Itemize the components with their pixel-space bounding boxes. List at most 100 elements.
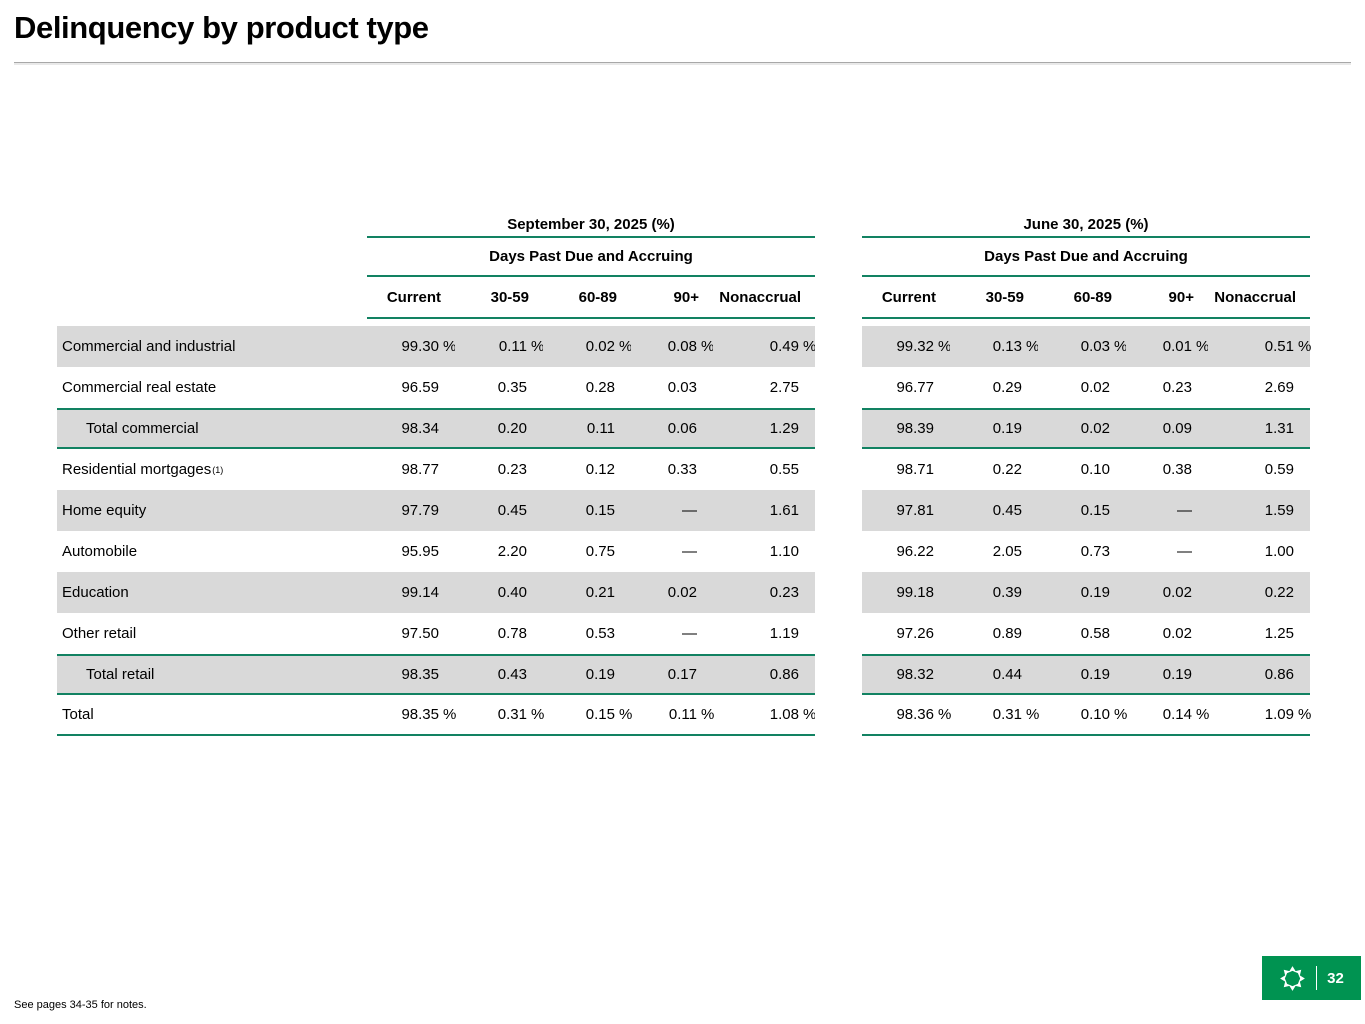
value-cell: 96.59 bbox=[401, 379, 439, 396]
value-cell: — bbox=[682, 543, 697, 560]
value-cell: 1.31 bbox=[1208, 408, 1310, 449]
value-cell: 0.11% bbox=[631, 695, 714, 736]
table-row: Residential mortgages (1) 98.77 0.23 0.12 0.3… bbox=[57, 449, 1310, 490]
period-label: September 30, 2025 (%) bbox=[507, 215, 675, 233]
value-cell: 0.31% bbox=[950, 695, 1039, 736]
value-cell: 99.18 bbox=[862, 572, 950, 613]
value-cell: 1.29 bbox=[713, 408, 815, 449]
value-cell: 2.05 bbox=[992, 543, 1022, 560]
badge-divider bbox=[1316, 966, 1318, 990]
subtitle-label: Days Past Due and Accruing bbox=[489, 248, 693, 265]
value-cell: 0.02 bbox=[1080, 379, 1110, 396]
value-cell: 2.20 bbox=[497, 543, 527, 560]
value-cell: 0.15 bbox=[1038, 490, 1126, 531]
column-header-30-59: 30-59 bbox=[985, 288, 1024, 306]
row-label: Total commercial bbox=[57, 408, 367, 449]
table-gap bbox=[815, 490, 862, 531]
value-cell: 0.13% bbox=[950, 326, 1039, 367]
value-cell: 97.26 bbox=[896, 625, 934, 642]
value-cell: 98.32 bbox=[862, 654, 950, 695]
value-cell: 0.14% bbox=[1126, 695, 1209, 736]
value-cell: 0.20 bbox=[455, 408, 543, 449]
value-cell: 0.33 bbox=[667, 461, 697, 478]
column-header-nonaccrual: Nonaccrual bbox=[719, 288, 801, 306]
column-header-30-59: 30-59 bbox=[490, 288, 529, 306]
value-cell: 1.09% bbox=[1208, 695, 1311, 736]
row-label: Commercial real estate bbox=[62, 379, 217, 396]
delinquency-table: September 30, 2025 (%) June 30, 2025 (%)… bbox=[57, 212, 1311, 736]
value-cell: 1.59 bbox=[1208, 490, 1310, 531]
value-cell: 0.06 bbox=[631, 408, 713, 449]
value-cell: 0.11 bbox=[543, 408, 631, 449]
value-cell: 97.79 bbox=[367, 490, 455, 531]
table-gap bbox=[815, 238, 862, 277]
column-header-current: Current bbox=[881, 288, 936, 306]
value-cell: 1.19 bbox=[769, 625, 799, 642]
header-spacer bbox=[57, 277, 367, 319]
value-cell: 96.22 bbox=[896, 543, 934, 560]
value-cell: 0.45 bbox=[455, 490, 543, 531]
column-header-90plus: 90+ bbox=[1168, 288, 1194, 306]
citizens-logo-icon bbox=[1279, 965, 1306, 992]
value-cell: 1.61 bbox=[713, 490, 815, 531]
value-cell: 0.89 bbox=[992, 625, 1022, 642]
value-cell: 0.23 bbox=[497, 461, 527, 478]
value-cell: 0.51% bbox=[1208, 326, 1311, 367]
value-cell: 0.19 bbox=[1038, 572, 1126, 613]
table-gap bbox=[815, 654, 862, 695]
value-cell: 1.10 bbox=[769, 543, 799, 560]
value-cell: 0.31% bbox=[455, 695, 544, 736]
value-cell: 0.55 bbox=[769, 461, 799, 478]
table-row: Commercial real estate 96.59 0.35 0.28 0.03 2… bbox=[57, 367, 1310, 408]
period-header-september: September 30, 2025 (%) bbox=[367, 212, 815, 238]
value-cell: 0.73 bbox=[1080, 543, 1110, 560]
value-cell: 0.15 bbox=[543, 490, 631, 531]
header-spacer bbox=[57, 212, 367, 238]
value-cell: 0.19 bbox=[1038, 654, 1126, 695]
table-row: Total commercial 98.34 0.20 0.11 0.06 1.29 98.… bbox=[57, 408, 1310, 449]
footnote: See pages 34-35 for notes. bbox=[14, 999, 147, 1011]
value-cell: 0.03 bbox=[667, 379, 697, 396]
value-cell: 1.25 bbox=[1264, 625, 1294, 642]
page-number: 32 bbox=[1327, 969, 1344, 987]
period-header-june: June 30, 2025 (%) bbox=[862, 212, 1310, 238]
header-body-spacer bbox=[57, 319, 1310, 326]
value-cell: — bbox=[631, 490, 713, 531]
value-cell: 0.39 bbox=[950, 572, 1038, 613]
value-cell: 0.58 bbox=[1080, 625, 1110, 642]
value-cell: 0.08% bbox=[631, 326, 714, 367]
table-gap bbox=[815, 449, 862, 490]
columns-september: Current 30-59 60-89 90+ Nonaccrual bbox=[367, 277, 815, 319]
value-cell: 0.53 bbox=[585, 625, 615, 642]
value-cell: 0.38 bbox=[1162, 461, 1192, 478]
value-cell: 2.69 bbox=[1264, 379, 1294, 396]
table-gap bbox=[815, 408, 862, 449]
value-cell: 0.17 bbox=[631, 654, 713, 695]
row-label: Other retail bbox=[62, 625, 137, 642]
table-gap bbox=[815, 695, 862, 736]
value-cell: 0.21 bbox=[543, 572, 631, 613]
value-cell: 0.19 bbox=[950, 408, 1038, 449]
value-cell: 98.34 bbox=[367, 408, 455, 449]
table-body: Commercial and industrial 99.30% 0.11% 0.02… bbox=[57, 326, 1311, 736]
value-cell: 0.28 bbox=[585, 379, 615, 396]
value-cell: 0.40 bbox=[455, 572, 543, 613]
value-cell: 0.86 bbox=[1208, 654, 1310, 695]
period-header-row: September 30, 2025 (%) June 30, 2025 (%) bbox=[57, 212, 1310, 238]
value-cell: 0.59 bbox=[1264, 461, 1294, 478]
column-header-nonaccrual: Nonaccrual bbox=[1214, 288, 1296, 306]
value-cell: 0.22 bbox=[992, 461, 1022, 478]
row-label: Automobile bbox=[62, 543, 138, 560]
value-cell: 98.77 bbox=[401, 461, 439, 478]
value-cell: 0.02 bbox=[1126, 572, 1208, 613]
table-row: Automobile 95.95 2.20 0.75 — 1.10 96.22 2.05 0.7… bbox=[57, 531, 1310, 572]
value-cell: 99.30% bbox=[367, 326, 456, 367]
value-cell: 98.36% bbox=[862, 695, 951, 736]
value-cell: 0.01% bbox=[1126, 326, 1209, 367]
value-cell: 0.09 bbox=[1126, 408, 1208, 449]
value-cell: 98.71 bbox=[896, 461, 934, 478]
table-gap bbox=[815, 367, 862, 408]
period-label: June 30, 2025 (%) bbox=[1023, 215, 1149, 233]
value-cell: 0.11% bbox=[455, 326, 544, 367]
subtitle-label: Days Past Due and Accruing bbox=[984, 248, 1188, 265]
